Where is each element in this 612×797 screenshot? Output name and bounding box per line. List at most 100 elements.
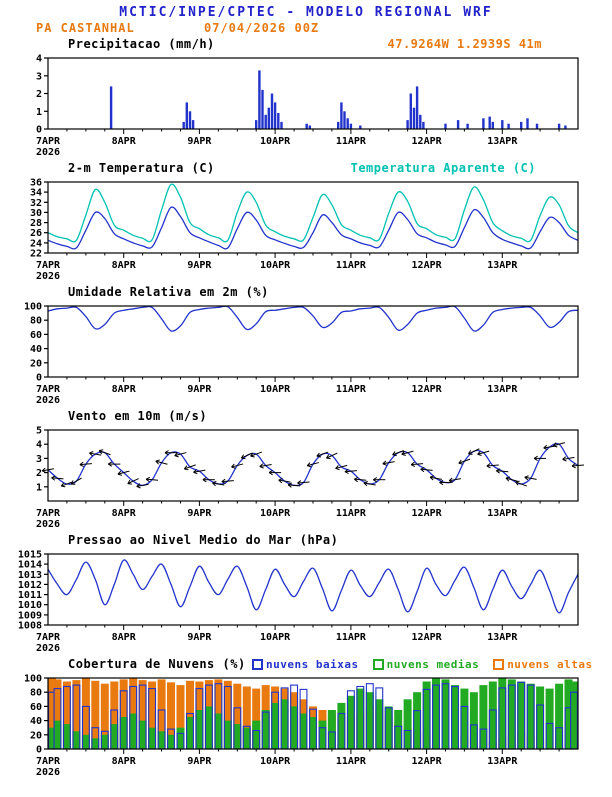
wind-barb (51, 475, 64, 481)
wind-barb (259, 463, 272, 469)
y-tick-label: 60 (30, 702, 42, 713)
x-tick-label: 8APR (112, 632, 137, 643)
y-tick-label: 3 (36, 71, 42, 82)
y-tick-label: 30 (30, 208, 42, 219)
wind-barb (117, 470, 130, 476)
y-tick-label: 1 (36, 482, 42, 493)
x-start-year: 2026 (36, 147, 60, 158)
y-tick-label: 22 (30, 249, 42, 260)
cloud-bars (48, 678, 578, 750)
wind-barb (439, 479, 452, 486)
meteogram-page: MCTIC/INPE/CPTEC - MODELO REGIONAL WRF P… (0, 5, 612, 781)
humidity-chart: 0 20 40 60 80 100 8APR 9APR 10APR 11APR 12APR 13APR… (24, 302, 579, 406)
orange-square-icon (493, 659, 505, 670)
wind-barb (354, 476, 367, 483)
wind-barb (363, 480, 376, 487)
y-tick-label: 24 (30, 238, 42, 249)
y-tick-label: 1012 (18, 580, 42, 591)
wind-barb (335, 464, 348, 471)
wind-barb (136, 483, 149, 489)
x-tick-label: 8APR (112, 756, 137, 767)
x-tick-label: 9APR (187, 632, 212, 643)
wind-barb (297, 480, 310, 486)
x-tick-label: 9APR (187, 508, 212, 519)
x-start-year: 2026 (36, 519, 60, 530)
run-datetime: 07/04/2026 00Z (204, 21, 320, 35)
y-tick-label: 80 (30, 316, 42, 327)
x-tick-label: 11APR (336, 384, 367, 395)
y-tick-label: 34 (30, 188, 42, 199)
apparent-temperature-legend: Temperatura Aparente (C) (350, 161, 536, 175)
x-start-label: 7APR (36, 632, 61, 643)
panel-temperature: 2-m Temperatura (C) Temperatura Aparente… (0, 161, 612, 285)
wind-barb (193, 469, 206, 475)
clouds-chart: 0 20 40 60 80 100 8APR 9APR 10APR 11APR 12APR 13APR… (24, 674, 579, 778)
x-tick-label: 13APR (487, 260, 518, 271)
y-tick-label: 5 (36, 426, 42, 437)
x-start-label: 7APR (36, 260, 61, 271)
x-tick-label: 8APR (112, 260, 137, 271)
wind-barb (306, 462, 319, 468)
y-tick-label: 0 (36, 125, 42, 136)
temperature-line (47, 183, 579, 243)
wind-barb (268, 469, 282, 476)
humidity-line (47, 305, 579, 332)
wind-barb (552, 442, 566, 448)
wind-barb (108, 461, 121, 467)
y-tick-label: 2 (36, 89, 42, 100)
x-tick-label: 12APR (412, 756, 443, 767)
x-tick-label: 9APR (187, 756, 212, 767)
humidity-title: Umidade Relativa em 2m (%) (68, 285, 269, 299)
wind-barb (524, 475, 537, 481)
station-name: PA CASTANHAL (36, 21, 135, 35)
plot-frame (47, 553, 579, 626)
wind-barb (221, 478, 234, 484)
humidity-header: Umidade Relativa em 2m (%) (0, 285, 612, 301)
x-tick-label: 10APR (260, 384, 291, 395)
wind-barb (458, 458, 471, 465)
x-tick-label: 11APR (336, 136, 367, 147)
clouds-title: Cobertura de Nuvens (%) (68, 657, 246, 671)
y-tick-label: 40 (30, 716, 42, 727)
y-tick-label: 1010 (18, 600, 42, 611)
y-tick-label: 1013 (18, 570, 42, 581)
precipitation-bars (109, 70, 567, 130)
temperature-line (47, 206, 579, 250)
wind-barb (486, 463, 499, 469)
y-tick-label: 36 (30, 178, 42, 189)
legend-nuvens-altas-label: nuvens altas (507, 658, 593, 671)
x-tick-label: 11APR (336, 632, 367, 643)
y-tick-label: 3 (36, 454, 42, 465)
y-tick-label: 80 (30, 688, 42, 699)
legend-nuvens-altas: nuvens altas (493, 658, 592, 671)
wind-barb (420, 466, 433, 473)
x-tick-label: 11APR (336, 756, 367, 767)
y-tick-label: 4 (36, 440, 42, 451)
y-tick-label: 32 (30, 198, 42, 209)
x-start-label: 7APR (36, 384, 61, 395)
pressure-title: Pressao ao Nivel Medio do Mar (hPa) (68, 533, 339, 547)
legend-nuvens-medias: nuvens medias (372, 658, 480, 671)
blue-square-icon (252, 659, 263, 670)
wind-chart: 1 2 3 4 5 8APR 9APR 10APR 11APR 12APR 13APR 7APR202… (36, 426, 585, 530)
y-tick-label: 1009 (18, 610, 42, 621)
wind-barb (60, 481, 73, 488)
wind-barb (70, 477, 82, 485)
precipitation-header: Precipitacao (mm/h) 47.9264W 1.2939S 41m (0, 37, 612, 53)
wind-barb (496, 468, 509, 474)
precipitation-title: Precipitacao (mm/h) (68, 37, 215, 51)
wind-barb (287, 482, 301, 488)
wind-barb (316, 451, 329, 458)
y-tick-label: 100 (24, 674, 42, 685)
x-tick-label: 13APR (487, 756, 518, 767)
wind-barb (183, 464, 196, 471)
wind-barb (240, 452, 253, 460)
wind-barb (382, 460, 395, 466)
pressure-line (47, 559, 579, 614)
wind-barb (410, 461, 424, 467)
wind-barb (533, 455, 547, 462)
y-tick-label: 4 (36, 54, 42, 65)
wind-barb (344, 468, 357, 475)
x-tick-label: 8APR (112, 384, 137, 395)
